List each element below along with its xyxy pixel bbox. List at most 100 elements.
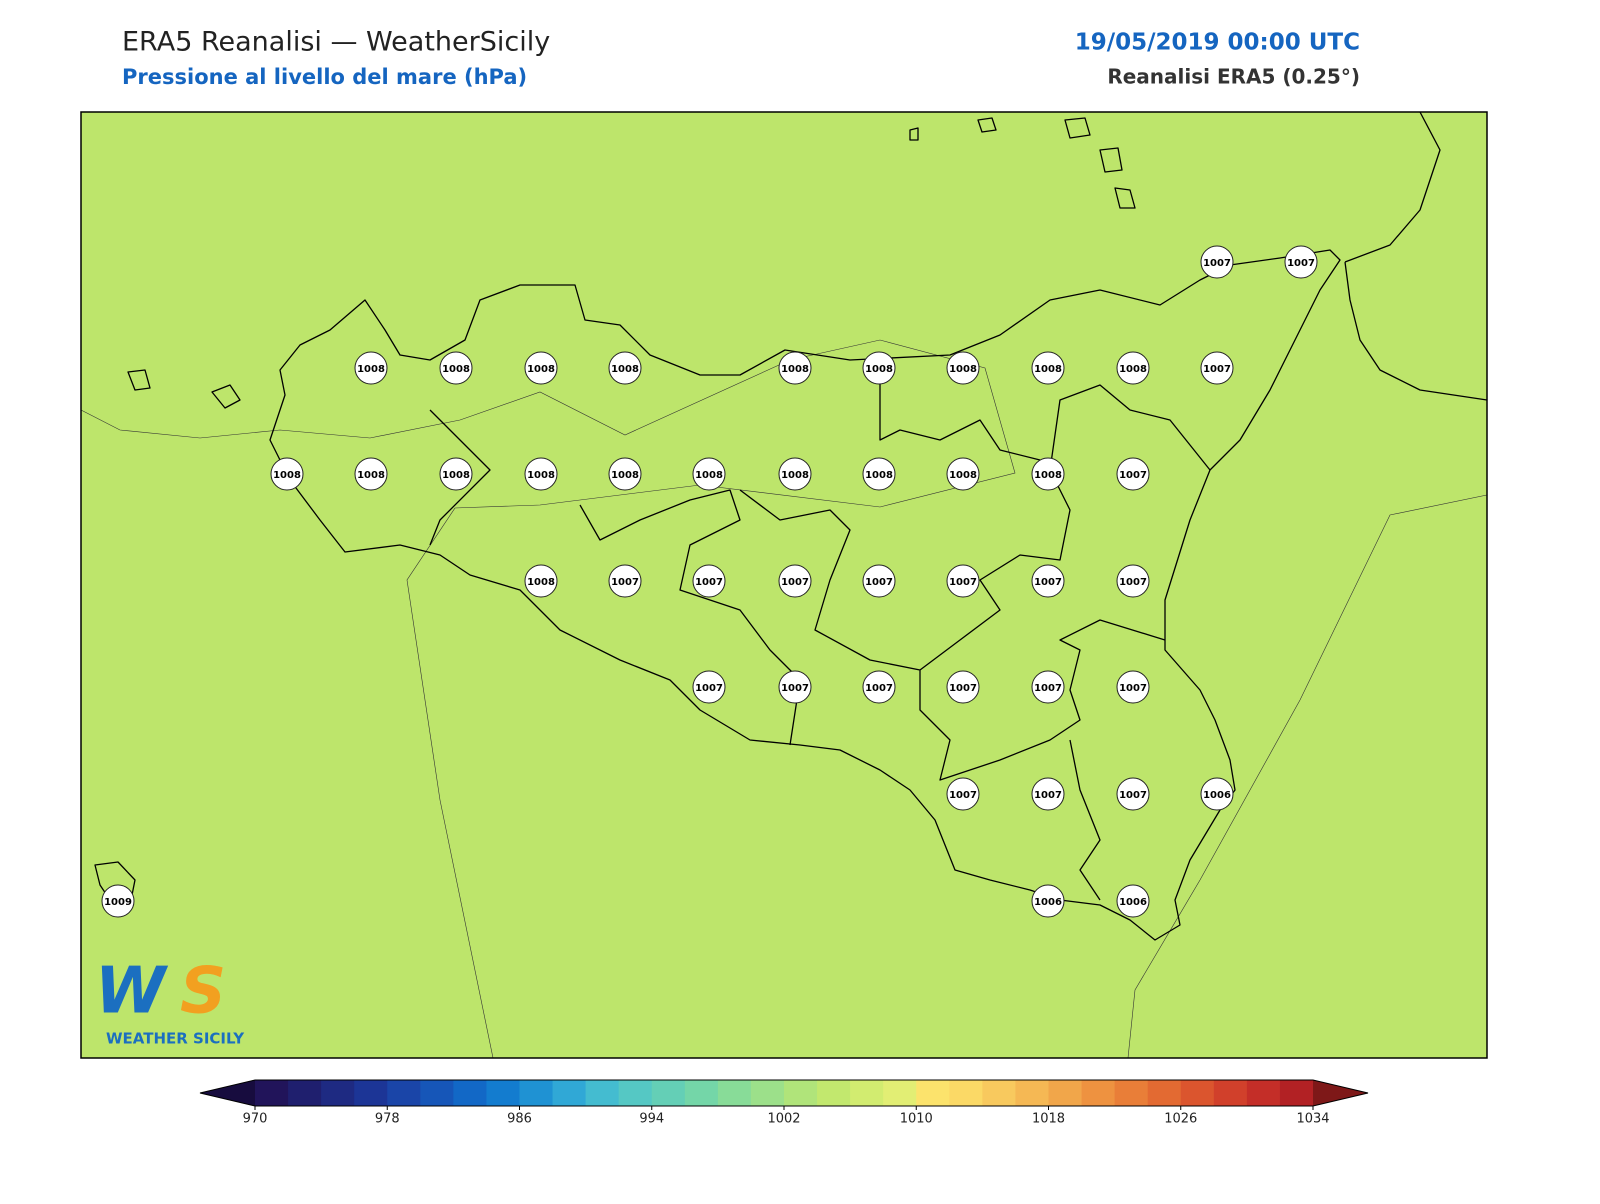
colorbar-bin	[1081, 1080, 1116, 1106]
map: 1007 1007 1008 1008 1008 1008 1008 1008 1008 1008…	[80, 111, 1488, 1059]
colorbar-bin	[982, 1080, 1016, 1106]
station-marker	[524, 351, 558, 385]
station-marker	[862, 457, 896, 491]
colorbar-bin	[1015, 1080, 1049, 1106]
station-marker	[608, 457, 642, 491]
station-marker	[1200, 777, 1234, 811]
station-value: 1007	[865, 577, 893, 588]
station-marker	[778, 457, 812, 491]
source: Reanalisi ERA5 (0.25°)	[1107, 65, 1360, 89]
station-value: 1008	[949, 364, 977, 375]
colorbar-bin	[949, 1080, 983, 1106]
colorbar-bin	[784, 1080, 818, 1106]
station-value: 1008	[611, 364, 639, 375]
station-marker	[862, 351, 896, 385]
station-marker	[1116, 670, 1150, 704]
colorbar-bin	[916, 1080, 950, 1106]
province-borders	[429, 380, 1211, 901]
colorbar-bin	[1147, 1080, 1182, 1106]
logo-mark: S	[180, 955, 226, 1029]
colorbar-bin	[684, 1080, 719, 1106]
station-marker	[1284, 245, 1318, 279]
colorbar-tick-label: 1010	[900, 1112, 933, 1127]
colorbar-bin	[321, 1080, 355, 1106]
colorbar-tick-label: 994	[639, 1112, 664, 1127]
station-value: 1008	[949, 470, 977, 481]
station-value: 1006	[1203, 790, 1231, 801]
station-marker	[946, 670, 980, 704]
colorbar-bin	[486, 1080, 520, 1106]
station-value: 1007	[949, 683, 977, 694]
colorbar-bin	[1048, 1080, 1083, 1106]
colorbar-bin	[1114, 1080, 1149, 1106]
station-marker	[1031, 670, 1065, 704]
station-value: 1007	[1119, 683, 1147, 694]
station-marker	[778, 670, 812, 704]
station-marker	[608, 564, 642, 598]
station-value: 1008	[781, 364, 809, 375]
colorbar-bin	[552, 1080, 587, 1106]
station-value: 1008	[273, 470, 301, 481]
colorbar-bin	[850, 1080, 884, 1106]
colorbar-bin	[1213, 1080, 1248, 1106]
station-value: 1007	[1119, 790, 1147, 801]
field-high	[80, 339, 1016, 1059]
colorbar-tick-label: 1034	[1296, 1112, 1329, 1127]
station-value: 1007	[781, 577, 809, 588]
colorbar-tick-label: 1018	[1032, 1112, 1065, 1127]
station-marker	[101, 884, 135, 918]
colorbar-tick-label: 978	[375, 1112, 400, 1127]
station-marker	[1031, 457, 1065, 491]
colorbar-bin	[519, 1080, 554, 1106]
station-value: 1008	[527, 470, 555, 481]
colorbar-bin	[387, 1080, 421, 1106]
station-marker	[778, 564, 812, 598]
colorbar: 970 978 986 994 1002 1010 1018 1026 1034	[199, 1079, 1369, 1127]
station-value: 1008	[442, 364, 470, 375]
station-marker	[946, 564, 980, 598]
station-value: 1008	[1034, 470, 1062, 481]
station-marker	[946, 777, 980, 811]
station-marker	[862, 670, 896, 704]
station-marker	[1116, 564, 1150, 598]
colorbar-bin	[255, 1080, 289, 1106]
station-value: 1006	[1119, 897, 1147, 908]
station-marker	[608, 351, 642, 385]
colorbar-bin	[717, 1080, 752, 1106]
colorbar-tick-label: 970	[243, 1112, 268, 1127]
station-value: 1008	[527, 364, 555, 375]
station-value: 1007	[1034, 683, 1062, 694]
station-value: 1008	[1034, 364, 1062, 375]
station-value: 1008	[695, 470, 723, 481]
stations: 1007 1007 1008 1008 1008 1008 1008 1008 1008 1008…	[101, 245, 1318, 918]
colorbar-bin	[883, 1080, 917, 1106]
station-value: 1007	[695, 683, 723, 694]
station-marker	[354, 457, 388, 491]
station-value: 1008	[865, 364, 893, 375]
station-value: 1007	[1119, 470, 1147, 481]
station-value: 1007	[1034, 577, 1062, 588]
colorbar-bin	[618, 1080, 653, 1106]
colorbar-bin	[420, 1080, 454, 1106]
coastline-calabria	[1344, 111, 1488, 401]
colorbar-tick-label: 986	[507, 1112, 532, 1127]
station-marker	[1116, 457, 1150, 491]
station-value: 1008	[442, 470, 470, 481]
station-marker	[1031, 351, 1065, 385]
station-marker	[524, 564, 558, 598]
station-value: 1007	[865, 683, 893, 694]
station-value: 1008	[1119, 364, 1147, 375]
colorbar-bin	[1180, 1080, 1215, 1106]
station-value: 1006	[1034, 897, 1062, 908]
station-value: 1008	[527, 577, 555, 588]
colorbar-bin	[750, 1080, 785, 1106]
station-marker	[1031, 884, 1065, 918]
date: 19/05/2019 00:00 UTC	[1075, 30, 1360, 56]
station-marker	[1031, 777, 1065, 811]
station-value: 1007	[1287, 258, 1315, 269]
colorbar-over	[1313, 1080, 1368, 1106]
station-value: 1008	[781, 470, 809, 481]
coastline-sicily	[269, 249, 1341, 941]
colorbar-bin	[453, 1080, 487, 1106]
